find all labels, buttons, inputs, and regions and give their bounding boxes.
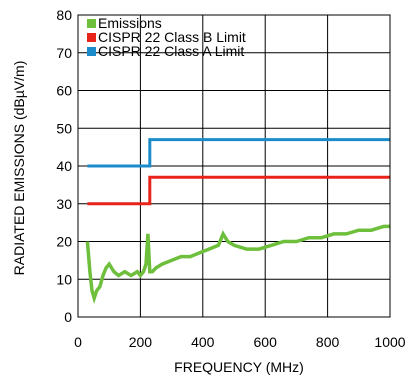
series-line-0 <box>85 224 390 304</box>
y-tick-label: 60 <box>56 83 72 99</box>
y-tick-label: 70 <box>56 45 72 61</box>
y-tick-label: 20 <box>56 234 72 250</box>
x-tick-label: 600 <box>254 334 278 350</box>
y-tick-label: 40 <box>56 158 72 174</box>
grid <box>77 14 391 318</box>
series-layer <box>85 138 390 304</box>
x-tick-label: 0 <box>74 334 82 350</box>
legend-label: CISPR 22 Class A Limit <box>98 43 244 59</box>
x-axis-label: FREQUENCY (MHz) <box>174 359 304 375</box>
y-tick-labels: 0 10 20 30 40 50 60 70 80 <box>56 7 72 325</box>
x-tick-label: 200 <box>129 334 153 350</box>
y-tick-label: 80 <box>56 7 72 23</box>
series-line-2 <box>87 138 390 168</box>
y-tick-label: 0 <box>64 309 72 325</box>
plot-frame <box>77 14 391 318</box>
legend-swatch <box>87 33 96 42</box>
legend-swatch <box>87 19 96 28</box>
y-tick-label: 30 <box>56 196 72 212</box>
y-tick-label: 50 <box>56 120 72 136</box>
legend-label: CISPR 22 Class B Limit <box>98 29 246 45</box>
y-tick-label: 10 <box>56 271 72 287</box>
x-tick-label: 800 <box>316 334 340 350</box>
legend-label: Emissions <box>98 15 162 31</box>
x-tick-label: 1000 <box>374 334 405 350</box>
x-tick-labels: 0 200 400 600 800 1000 <box>74 334 406 350</box>
legend-swatch <box>87 47 96 56</box>
x-tick-label: 400 <box>191 334 215 350</box>
series-line-1 <box>87 175 390 206</box>
y-axis-label: RADIATED EMISSIONS (dBµV/m) <box>11 61 27 276</box>
